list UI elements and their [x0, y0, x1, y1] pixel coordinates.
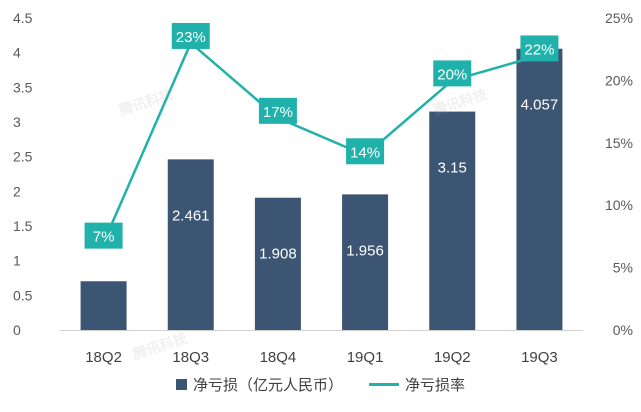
bar [254, 197, 301, 330]
bar [516, 48, 563, 331]
line-data-label: 7% [93, 229, 115, 246]
bar-data-label: 1.908 [259, 246, 297, 263]
left-axis-tick-label: 4.5 [13, 10, 33, 26]
legend-item-loss-rate: 净亏损率 [369, 374, 465, 395]
legend-item-net-loss: 净亏损（亿元人民币） [175, 374, 343, 395]
bar-data-label: 3.15 [438, 160, 467, 177]
x-axis-tick-label: 18Q4 [260, 349, 297, 366]
left-axis-tick-label: 0 [13, 322, 21, 338]
line-data-label: 22% [524, 41, 554, 58]
legend-label-net-loss: 净亏损（亿元人民币） [192, 376, 343, 394]
x-axis-tick-label: 18Q3 [172, 349, 209, 366]
bar-data-label: 1.956 [346, 242, 384, 259]
right-axis-tick-label: 25% [605, 10, 633, 26]
bar [80, 281, 127, 330]
right-axis-tick-label: 5% [613, 260, 633, 276]
line-label-box [258, 97, 297, 124]
line-label-box [520, 35, 559, 62]
line-label-box [433, 60, 472, 87]
left-axis-tick-label: 1 [13, 253, 21, 269]
legend-line-swatch [369, 382, 399, 386]
right-axis-tick-label: 10% [605, 197, 633, 213]
legend-label-loss-rate: 净亏损率 [405, 376, 466, 394]
bar [342, 194, 389, 330]
line-data-label: 14% [350, 144, 380, 161]
legend-bar-swatch [175, 378, 187, 390]
x-axis-tick-label: 18Q2 [85, 349, 122, 366]
right-axis-tick-label: 15% [605, 135, 633, 151]
bar-data-label: 2.461 [172, 207, 210, 224]
left-axis-tick-label: 3 [13, 114, 21, 130]
bar-data-label: 0.703 [85, 331, 123, 348]
line-label-box [171, 22, 210, 49]
line-label-box [346, 138, 385, 165]
right-axis-tick-label: 20% [605, 72, 633, 88]
bar [429, 111, 476, 330]
chart-legend: 净亏损（亿元人民币） 净亏损率 [0, 372, 641, 396]
line-data-label: 23% [176, 29, 206, 46]
bar [167, 159, 214, 330]
left-axis-tick-label: 0.5 [13, 287, 33, 303]
line-data-label: 20% [437, 66, 467, 83]
line-data-label: 17% [263, 104, 293, 121]
left-axis-tick-label: 1.5 [13, 218, 33, 234]
line-label-box [84, 222, 123, 249]
left-axis-tick-label: 4 [13, 45, 21, 61]
left-axis-tick-label: 2.5 [13, 149, 33, 165]
x-axis-tick-label: 19Q3 [521, 349, 558, 366]
x-axis-tick-label: 19Q2 [434, 349, 471, 366]
bar-data-label: 4.057 [521, 97, 559, 114]
left-axis-tick-label: 3.5 [13, 79, 33, 95]
right-axis-tick-label: 0% [613, 322, 633, 338]
x-axis-tick-label: 19Q1 [347, 349, 384, 366]
left-axis-tick-label: 2 [13, 183, 21, 199]
